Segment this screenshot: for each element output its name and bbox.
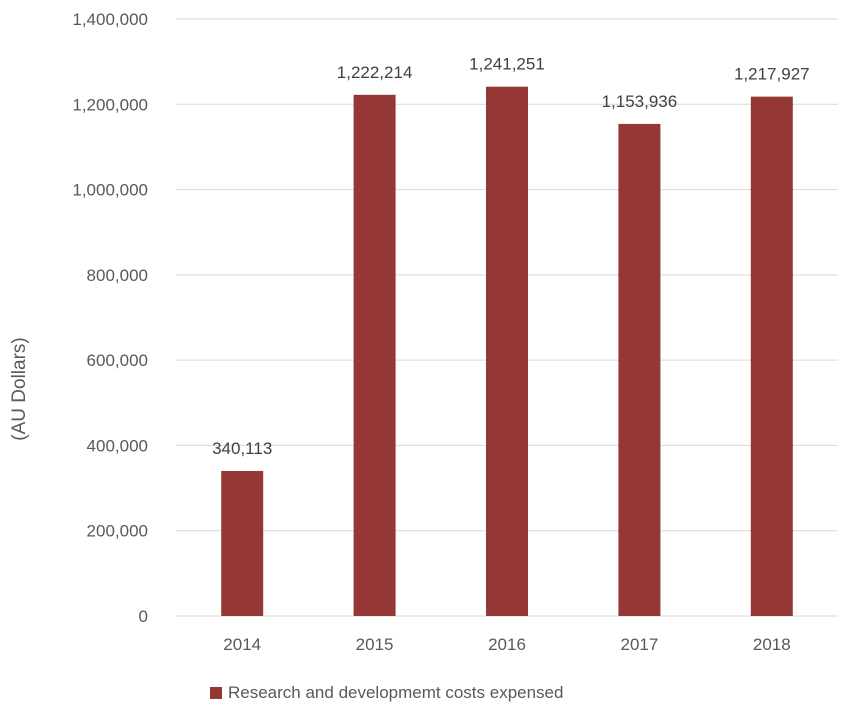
legend-swatch — [210, 687, 222, 699]
bar — [750, 96, 793, 617]
x-tick-label: 2015 — [356, 635, 394, 654]
bar — [486, 86, 528, 616]
x-axis-ticks: 2014 2015 2016 2017 2018 — [223, 635, 790, 654]
data-label: 1,217,927 — [734, 65, 810, 84]
legend-label: Research and developmemt costs expensed — [228, 683, 564, 702]
data-label: 1,241,251 — [469, 55, 545, 74]
bar — [618, 123, 661, 617]
y-tick-label: 1,400,000 — [72, 10, 148, 29]
y-tick-label: 0 — [139, 607, 148, 626]
data-labels: 340,113 1,222,214 1,241,251 1,153,936 1,217,… — [212, 55, 810, 458]
bar — [221, 470, 264, 616]
x-tick-label: 2014 — [223, 635, 261, 654]
y-tick-label: 200,000 — [87, 522, 148, 541]
bar — [353, 94, 396, 616]
y-axis-ticks: 0 200,000 400,000 600,000 800,000 1,000,000 1,… — [72, 10, 148, 626]
y-tick-label: 800,000 — [87, 266, 148, 285]
x-tick-label: 2017 — [620, 635, 658, 654]
bars — [221, 86, 793, 617]
legend: Research and developmemt costs expensed — [210, 682, 563, 704]
y-tick-label: 400,000 — [87, 436, 148, 455]
data-label: 1,153,936 — [602, 92, 678, 111]
x-tick-label: 2018 — [753, 635, 791, 654]
data-label: 340,113 — [212, 439, 272, 458]
y-tick-label: 1,200,000 — [72, 95, 148, 114]
y-tick-label: 600,000 — [87, 351, 148, 370]
x-tick-label: 2016 — [488, 635, 526, 654]
y-axis-title: (AU Dollars) — [9, 337, 30, 440]
data-label: 1,222,214 — [337, 63, 413, 82]
y-tick-label: 1,000,000 — [72, 181, 148, 200]
